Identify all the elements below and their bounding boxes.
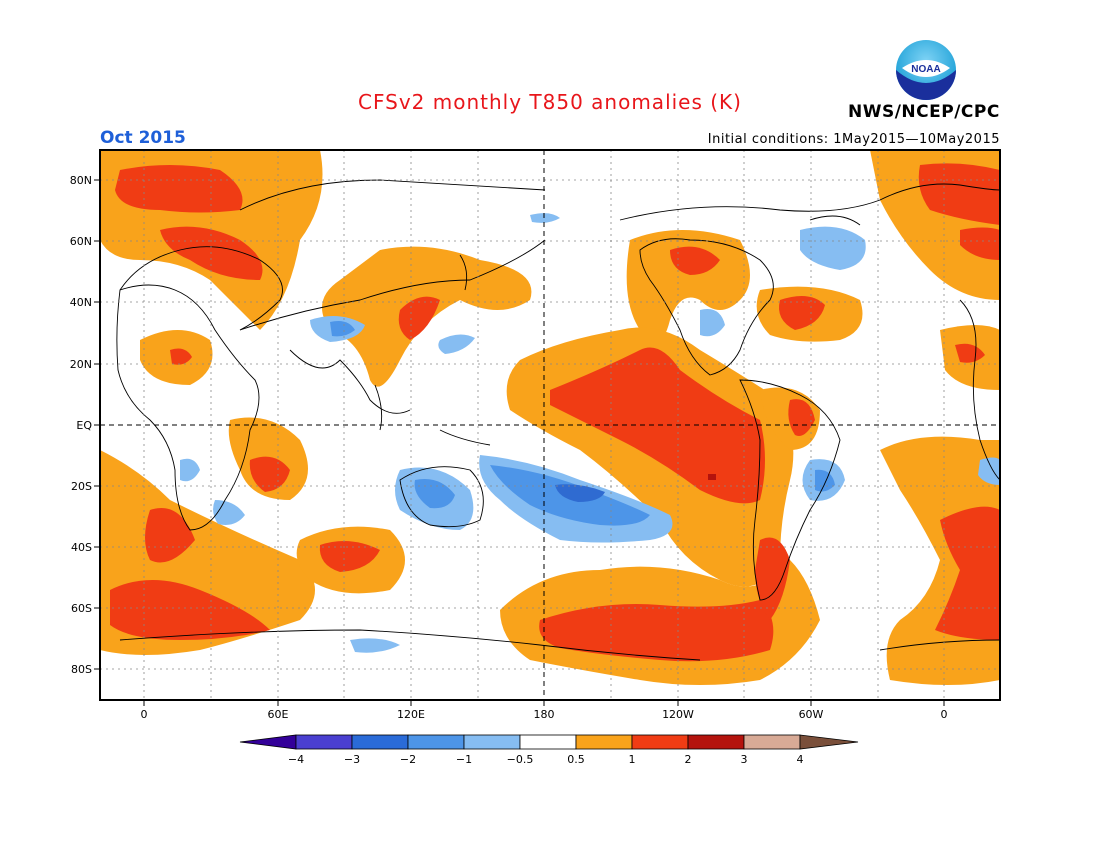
colorbar bbox=[239, 734, 859, 750]
colorbar-swatch bbox=[687, 734, 745, 750]
map-title: CFSv2 monthly T850 anomalies (K) bbox=[358, 90, 742, 114]
colorbar-swatch bbox=[407, 734, 465, 750]
lat-label: 80N bbox=[70, 174, 92, 187]
colorbar-label: 0.5 bbox=[567, 753, 585, 766]
longitude-labels: 0 60E 120E 180 120W 60W 0 bbox=[141, 708, 948, 721]
latitude-ticks bbox=[94, 179, 100, 670]
colorbar-label: 4 bbox=[797, 753, 804, 766]
latitude-labels: 80N 60N 40N 20N EQ 20S 40S 60S 80S bbox=[70, 174, 93, 676]
colorbar-swatch bbox=[295, 734, 353, 750]
colorbar-swatch bbox=[519, 734, 577, 750]
coastlines bbox=[116, 179, 1000, 661]
noaa-logo-icon: NOAA bbox=[896, 40, 956, 100]
longitude-ticks bbox=[143, 700, 945, 706]
agency-label: NWS/NCEP/CPC bbox=[848, 102, 1000, 122]
lon-label: 60E bbox=[268, 708, 289, 721]
lat-lon-gridlines bbox=[100, 150, 1000, 700]
colorbar-label: −2 bbox=[400, 753, 416, 766]
colorbar-label: −0.5 bbox=[507, 753, 534, 766]
lon-label: 180 bbox=[534, 708, 555, 721]
colorbar-label: 3 bbox=[741, 753, 748, 766]
colorbar-label: −4 bbox=[288, 753, 304, 766]
lon-label: 0 bbox=[141, 708, 148, 721]
logo-text: NOAA bbox=[911, 64, 940, 75]
lon-label: 120E bbox=[397, 708, 425, 721]
lat-label: EQ bbox=[76, 419, 92, 432]
lat-label: 80S bbox=[71, 663, 92, 676]
strongest-cool-anomaly-area bbox=[555, 484, 605, 502]
lat-label: 20N bbox=[70, 358, 92, 371]
colorbar-label: 1 bbox=[629, 753, 636, 766]
colorbar-swatch bbox=[463, 734, 521, 750]
colorbar-label: −3 bbox=[344, 753, 360, 766]
lat-label: 60S bbox=[71, 602, 92, 615]
strong-warm-anomaly-areas bbox=[110, 163, 1000, 662]
colorbar-swatch bbox=[351, 734, 409, 750]
very-strong-warm-spot bbox=[708, 474, 716, 480]
colorbar-arrow-high bbox=[799, 734, 859, 750]
lat-label: 60N bbox=[70, 235, 92, 248]
forecast-month-label: Oct 2015 bbox=[100, 128, 186, 148]
colorbar-swatch bbox=[743, 734, 801, 750]
lon-label: 0 bbox=[941, 708, 948, 721]
lat-label: 40N bbox=[70, 296, 92, 309]
colorbar-arrow-low bbox=[239, 734, 297, 750]
colorbar-swatch bbox=[575, 734, 633, 750]
anomaly-field bbox=[100, 150, 1000, 700]
colorbar-label: −1 bbox=[456, 753, 472, 766]
colorbar-label: 2 bbox=[685, 753, 692, 766]
lon-label: 60W bbox=[799, 708, 824, 721]
initial-conditions-label: Initial conditions: 1May2015—10May2015 bbox=[707, 132, 1000, 147]
lat-label: 20S bbox=[71, 480, 92, 493]
colorbar-labels: −4 −3 −2 −1 −0.5 0.5 1 2 3 4 bbox=[288, 753, 804, 766]
colorbar-swatch bbox=[631, 734, 689, 750]
lon-label: 120W bbox=[662, 708, 694, 721]
lat-label: 40S bbox=[71, 541, 92, 554]
